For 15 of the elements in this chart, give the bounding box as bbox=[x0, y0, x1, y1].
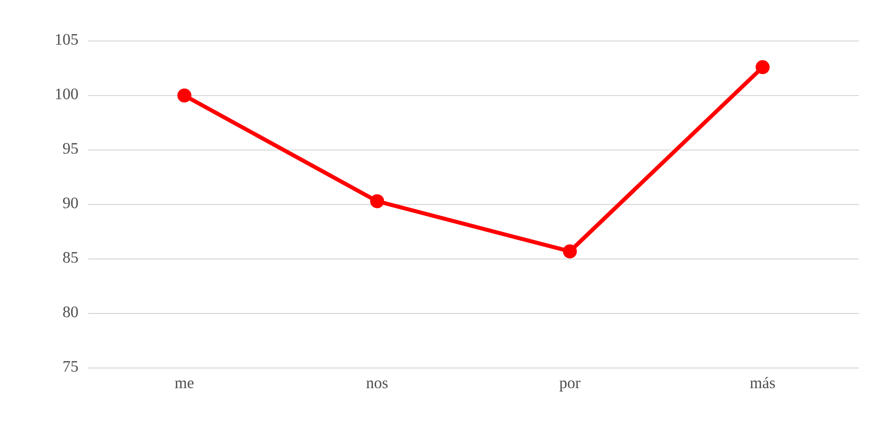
x-tick-label: por bbox=[560, 380, 580, 392]
point bbox=[562, 244, 577, 258]
y-tick-label: 80 bbox=[63, 306, 78, 318]
point bbox=[177, 88, 192, 102]
point bbox=[370, 194, 384, 208]
y-tick-label: 100 bbox=[56, 88, 78, 100]
y-tick-label: 90 bbox=[63, 197, 78, 208]
y-tick-label: 105 bbox=[56, 34, 78, 45]
y-tick-label: 95 bbox=[63, 143, 78, 154]
y-tick-label: 85 bbox=[63, 252, 78, 263]
y-tick-label: 75 bbox=[64, 361, 78, 372]
x-tick-label: me bbox=[174, 380, 194, 388]
x-tick-label: más bbox=[750, 376, 775, 388]
x-tick-label: nos bbox=[366, 380, 388, 388]
point bbox=[756, 60, 770, 74]
